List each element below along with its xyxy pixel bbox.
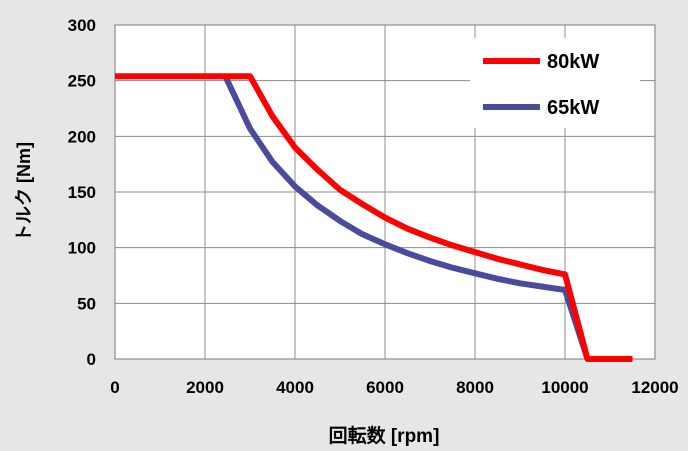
- x-tick-label: 2000: [186, 378, 224, 397]
- x-tick-label: 6000: [366, 378, 404, 397]
- y-tick-label: 150: [68, 183, 96, 202]
- y-tick-labels: 0 50 100 150 200 250 300: [68, 16, 96, 369]
- x-tick-label: 8000: [456, 378, 494, 397]
- legend-label: 80kW: [547, 51, 599, 73]
- plot-border: [114, 24, 656, 360]
- y-tick-label: 0: [87, 350, 96, 369]
- x-tick-label: 0: [110, 378, 119, 397]
- x-tick-label: 4000: [276, 378, 314, 397]
- y-tick-label: 250: [68, 72, 96, 91]
- y-tick-label: 300: [68, 16, 96, 35]
- y-tick-label: 200: [68, 127, 96, 146]
- x-tick-labels: 0 2000 4000 6000 8000 10000 12000: [110, 378, 678, 397]
- y-axis-label: トルク [Nm]: [14, 142, 34, 242]
- series-line-65kW: [222, 74, 591, 360]
- y-tick-label: 50: [77, 294, 96, 313]
- x-tick-label: 12000: [631, 378, 678, 397]
- legend: 80kW 65kW: [470, 38, 640, 128]
- legend-label: 65kW: [547, 97, 599, 119]
- series-line-80kW: [115, 73, 633, 362]
- x-axis-label: 回転数 [rpm]: [329, 424, 440, 446]
- legend-box: [470, 38, 640, 128]
- series-layer: [115, 73, 633, 362]
- y-tick-label: 100: [68, 239, 96, 258]
- x-tick-label: 10000: [541, 378, 588, 397]
